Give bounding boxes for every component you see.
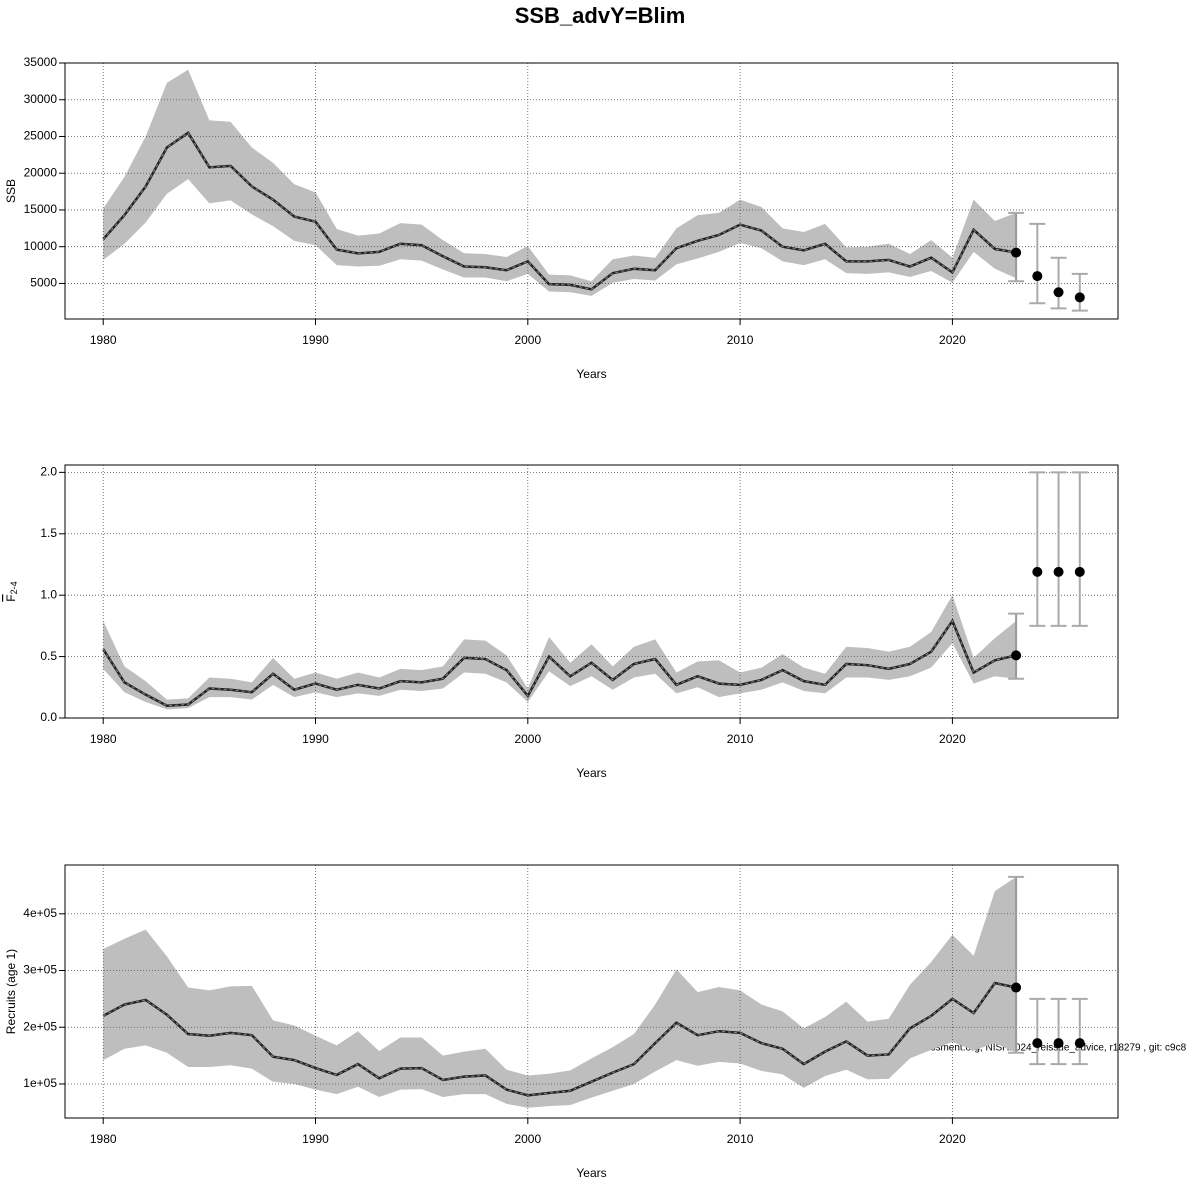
forecast-point	[1053, 566, 1064, 577]
confidence-band	[103, 595, 1017, 710]
x-axis-label: Years	[576, 1166, 606, 1180]
forecast-point	[1032, 566, 1043, 577]
y-tick-label: 30000	[24, 92, 58, 106]
x-tick-label: 2010	[727, 732, 754, 746]
x-tick-label: 1990	[302, 1132, 329, 1146]
y-tick-label: 35000	[24, 55, 58, 69]
y-tick-label: 10000	[24, 239, 58, 253]
y-axis-label-main: SSB	[4, 179, 18, 203]
estimate-line-dash	[102, 132, 1017, 290]
confidence-band	[103, 69, 1017, 296]
forecast-point	[1032, 271, 1043, 282]
forecast-point	[1074, 292, 1085, 303]
y-tick-label: 0.0	[40, 710, 57, 724]
y-tick-label: 2e+05	[23, 1019, 57, 1033]
y-tick-label: 1.0	[40, 587, 57, 601]
y-axis-label-subscript: 2-4	[9, 581, 19, 594]
y-axis-label: F2-4	[4, 581, 19, 601]
plot-frame	[64, 864, 1119, 1119]
x-axis-label: Years	[576, 367, 606, 381]
y-tick-label: 3e+05	[23, 963, 57, 977]
y-axis-label: SSB	[4, 179, 18, 203]
x-tick-label: 1980	[90, 333, 117, 347]
y-axis-label-main: Recruits (age 1)	[4, 949, 18, 1034]
forecast-point	[1011, 247, 1022, 258]
forecast-point	[1074, 566, 1085, 577]
forecast-point	[1074, 1038, 1085, 1049]
forecast-point	[1011, 982, 1022, 993]
forecast-point	[1011, 650, 1022, 661]
x-tick-label: 1980	[90, 732, 117, 746]
x-tick-label: 1980	[90, 1132, 117, 1146]
y-tick-label: 0.5	[40, 649, 57, 663]
plot-frame	[64, 464, 1119, 719]
y-axis-label: Recruits (age 1)	[4, 949, 18, 1034]
forecast-point	[1053, 287, 1064, 298]
y-tick-label: 25000	[24, 129, 58, 143]
y-tick-label: 5000	[30, 276, 57, 290]
y-tick-label: 4e+05	[23, 906, 57, 920]
estimate-line-dash	[102, 982, 1017, 1096]
y-tick-label: 1.5	[40, 526, 57, 540]
forecast-point	[1032, 1038, 1043, 1049]
x-tick-label: 2000	[514, 1132, 541, 1146]
x-tick-label: 1990	[302, 732, 329, 746]
confidence-band	[103, 876, 1017, 1108]
x-tick-label: 1990	[302, 333, 329, 347]
x-axis-label: Years	[576, 766, 606, 780]
footnote: stockassessment.org, NISH2024_reissue_ad…	[886, 1043, 1187, 1054]
y-tick-label: 15000	[24, 202, 58, 216]
x-tick-label: 2020	[939, 1132, 966, 1146]
x-tick-label: 2010	[727, 1132, 754, 1146]
plot-frame	[64, 62, 1119, 320]
x-tick-label: 2000	[514, 732, 541, 746]
y-axis-label-main: F	[4, 594, 18, 601]
estimate-line-dash	[102, 619, 1017, 707]
y-tick-label: 20000	[24, 165, 58, 179]
chart-title: SSB_advY=Blim	[515, 3, 686, 28]
forecast-point	[1053, 1038, 1064, 1049]
y-tick-label: 1e+05	[23, 1076, 57, 1090]
x-tick-label: 2020	[939, 732, 966, 746]
x-tick-label: 2000	[514, 333, 541, 347]
x-tick-label: 2010	[727, 333, 754, 347]
y-tick-label: 2.0	[40, 465, 57, 479]
x-tick-label: 2020	[939, 333, 966, 347]
